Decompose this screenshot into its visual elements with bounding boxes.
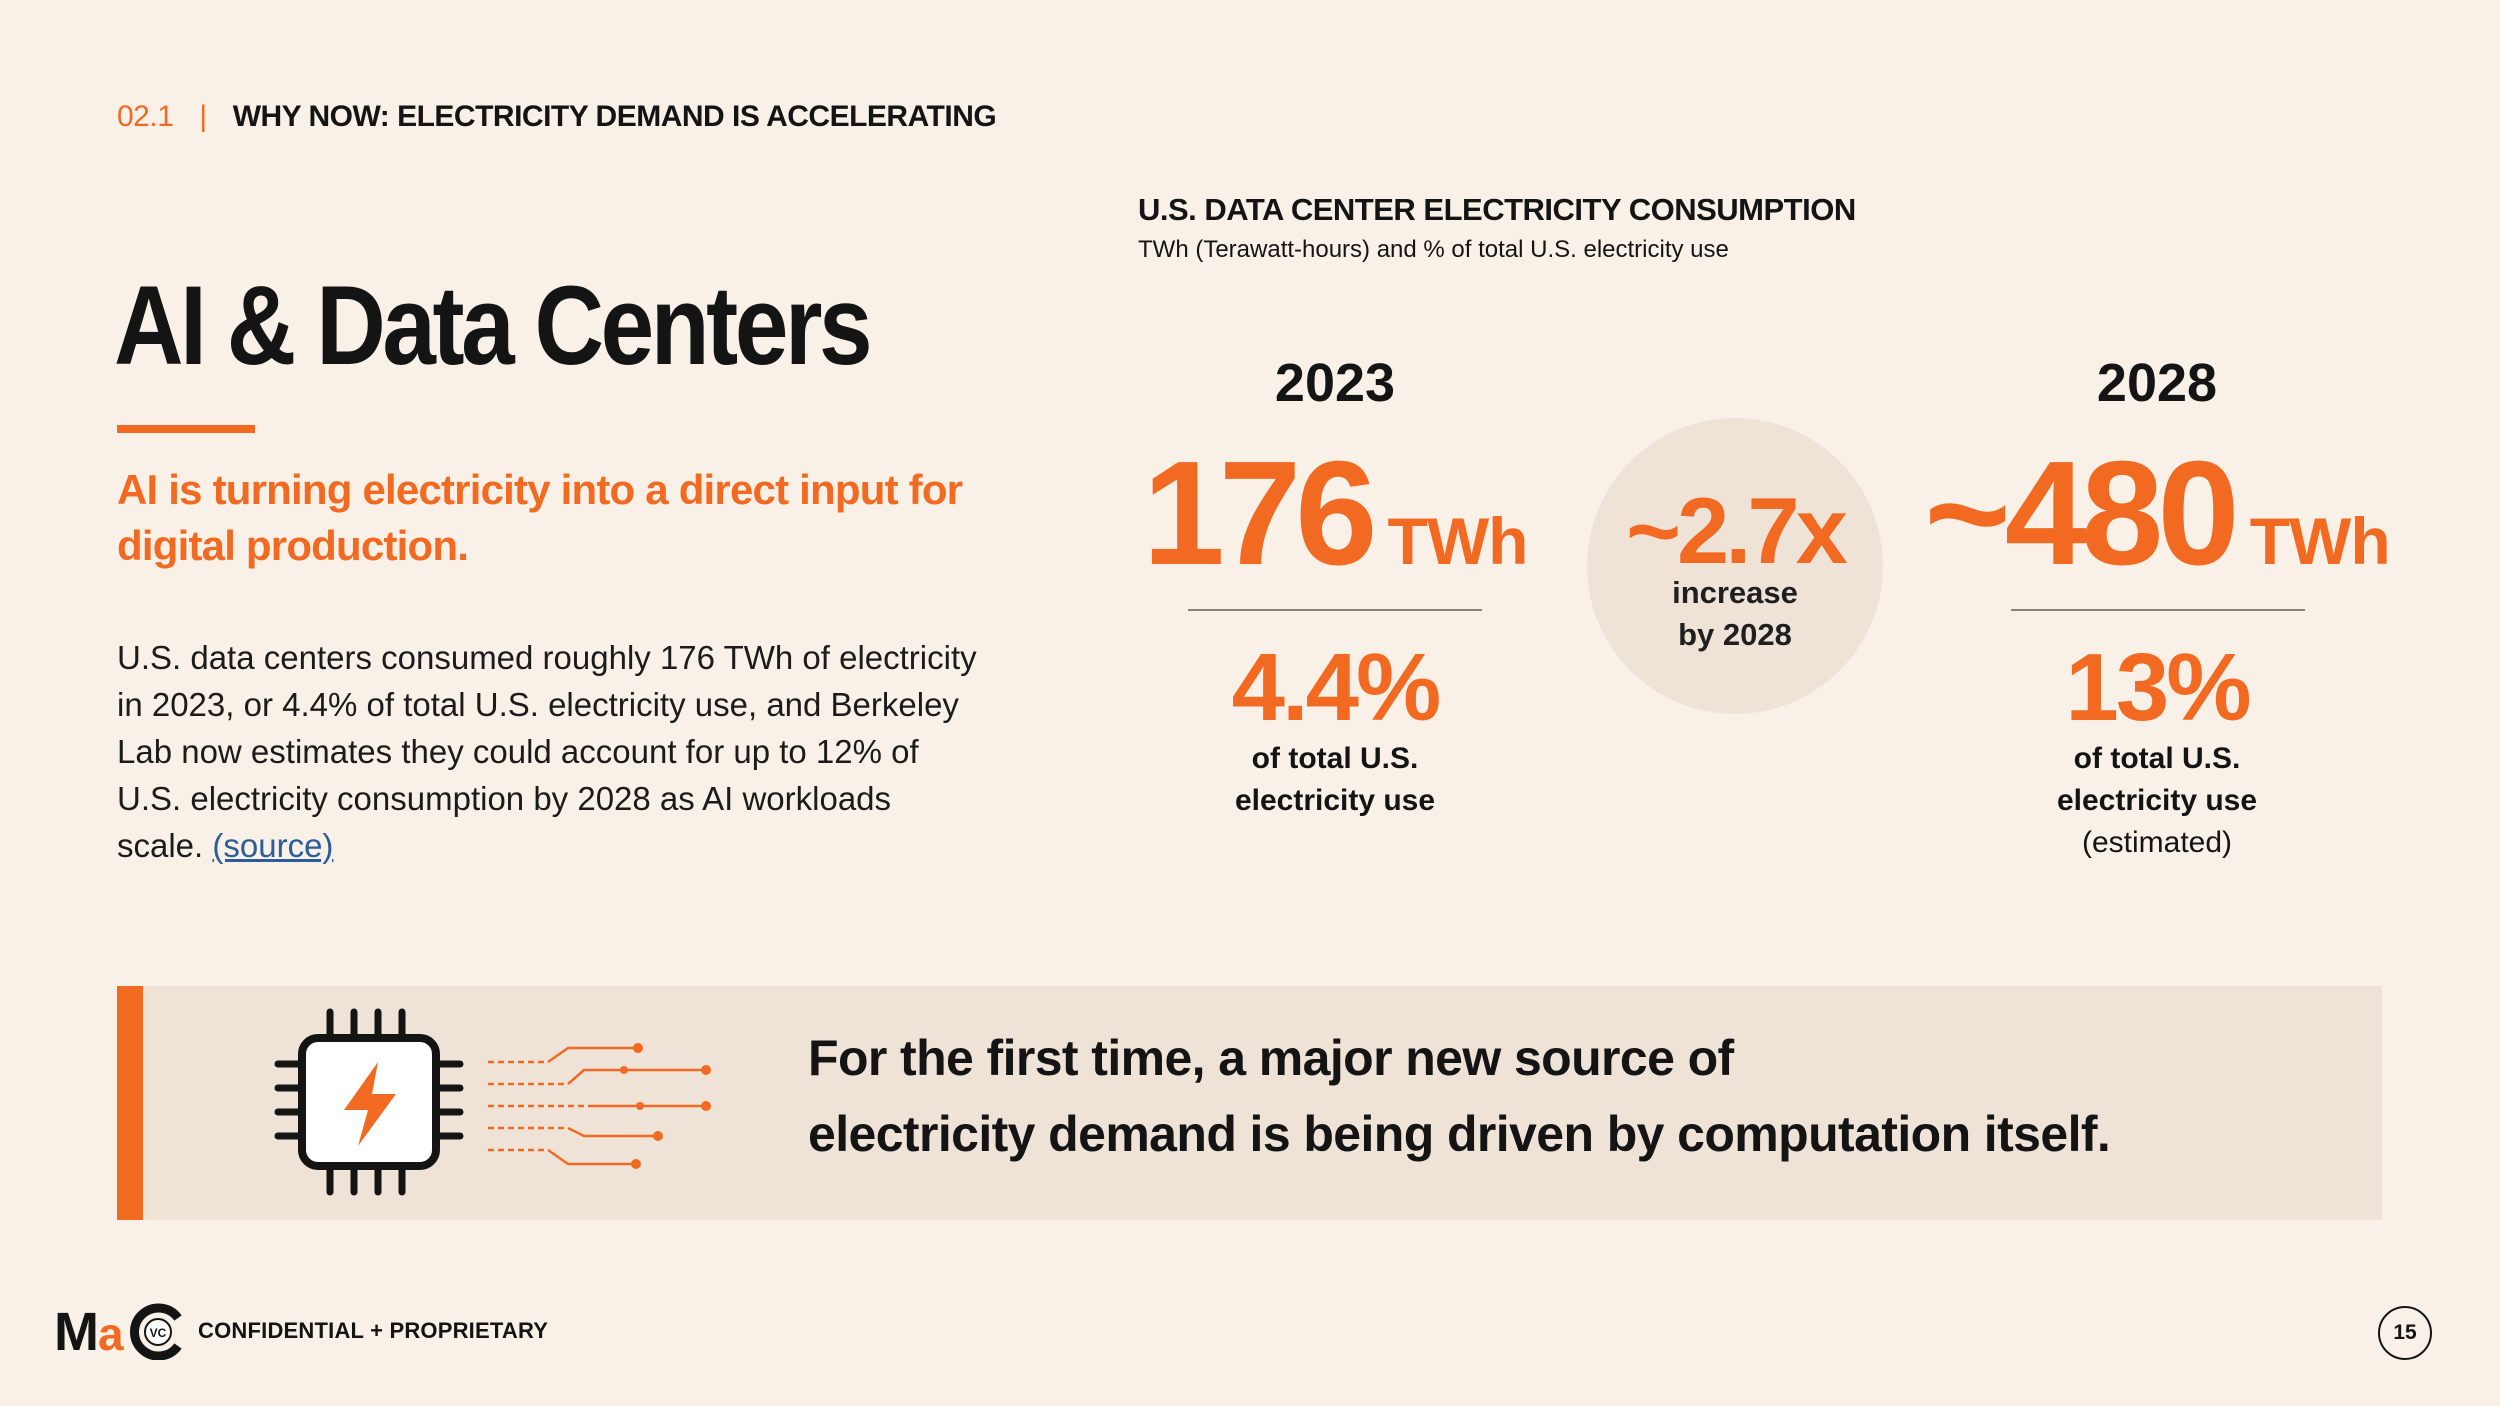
chart-title: U.S. DATA CENTER ELECTRICITY CONSUMPTION: [1138, 192, 1856, 227]
consumption-2028-value: ~480: [1924, 431, 2239, 596]
share-2023: 4.4%: [1231, 634, 1442, 741]
callout-text: For the first time, a major new source o…: [808, 1020, 2111, 1172]
svg-text:M: M: [54, 1302, 96, 1360]
svg-text:VC: VC: [150, 1326, 167, 1340]
circuit-traces-icon: [488, 1043, 711, 1169]
page-title: AI & Data Centers: [114, 263, 873, 388]
share-2023-label-line2: electricity use: [1234, 784, 1436, 817]
share-2028-label-line1: of total U.S.: [2073, 742, 2241, 775]
year-2028: 2028: [2096, 353, 2218, 413]
share-2023-label: of total U.S. electricity use: [985, 738, 1685, 822]
divider-2023: [1188, 609, 1482, 611]
confidential-label: CONFIDENTIAL + PROPRIETARY: [198, 1318, 549, 1343]
consumption-2028: ~480 TWh: [1807, 440, 2500, 588]
growth-multiplier-label: increase by 2028: [1587, 572, 1883, 656]
consumption-2023-value: 176: [1142, 431, 1378, 596]
section-header: 02.1 | WHY NOW: ELECTRICITY DEMAND IS ACCE…: [117, 100, 997, 134]
page-number: 15: [2378, 1306, 2432, 1360]
share-2023-label-line1: of total U.S.: [1251, 742, 1419, 775]
page-subtitle: AI is turning electricity into a direct …: [117, 466, 963, 569]
header-separator: |: [199, 100, 207, 133]
growth-multiplier: ~2.7x: [1626, 478, 1848, 583]
consumption-2023-unit: TWh: [1387, 504, 1529, 578]
body-text: U.S. data centers consumed roughly 176 T…: [117, 639, 977, 864]
source-link[interactable]: (source): [212, 827, 334, 864]
growth-multiplier-circle: ~2.7x increase by 2028: [1587, 418, 1883, 714]
section-number: 02.1: [117, 100, 174, 133]
svg-text:a: a: [98, 1308, 124, 1360]
mac-vc-logo: M a VC: [54, 1302, 182, 1360]
consumption-2028-unit: TWh: [2249, 504, 2391, 578]
section-title: WHY NOW: ELECTRICITY DEMAND IS ACCELERAT…: [232, 100, 997, 133]
year-2023: 2023: [1274, 353, 1396, 413]
chip-lightning-icon: [274, 1008, 464, 1196]
body-paragraph: U.S. data centers consumed roughly 176 T…: [117, 634, 977, 869]
divider-2028: [2011, 609, 2305, 611]
share-2028: 13%: [2065, 634, 2251, 741]
callout-line2: electricity demand is being driven by co…: [808, 1106, 2111, 1162]
share-2028-label-line2: electricity use: [2056, 784, 2258, 817]
title-underline: [117, 425, 255, 433]
consumption-2023: 176 TWh: [985, 440, 1685, 588]
growth-label-line1: increase: [1672, 575, 1798, 610]
callout-panel: [117, 986, 2382, 1220]
growth-label-line2: by 2028: [1678, 617, 1792, 652]
share-2028-label: of total U.S. electricity use (estimated…: [1807, 738, 2500, 864]
chart-subtitle: TWh (Terawatt-hours) and % of total U.S.…: [1138, 236, 1729, 263]
share-2028-label-line3: (estimated): [2081, 826, 2233, 859]
callout-line1: For the first time, a major new source o…: [808, 1030, 1734, 1086]
callout-accent-bar: [117, 986, 143, 1220]
